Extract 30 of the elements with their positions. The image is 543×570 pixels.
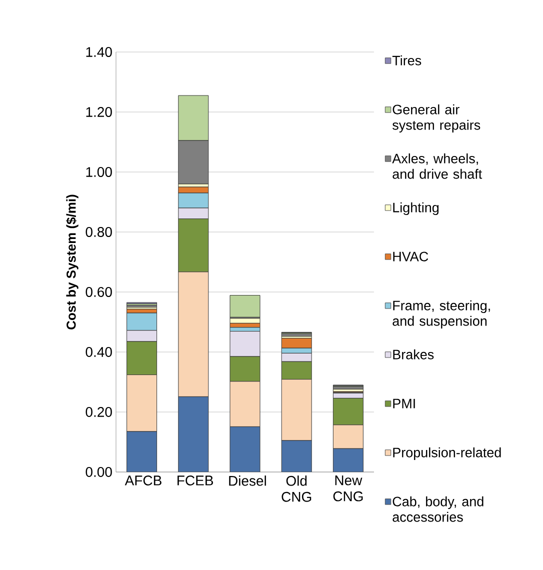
y-tick-label: 0.80 <box>86 227 112 237</box>
legend-label: PMI <box>393 398 415 408</box>
legend-label: Lighting <box>393 202 439 216</box>
x-tick-label: New CNG <box>333 476 363 502</box>
y-tick-label: 1.40 <box>86 47 112 57</box>
y-tick-label: 0.20 <box>86 407 112 417</box>
y-axis-title: Cost by System ($/mi) <box>66 194 78 330</box>
y-tick-label: 0.40 <box>86 347 112 357</box>
x-tick-label: Diesel <box>229 476 266 486</box>
bar <box>178 396 209 472</box>
legend-label: Axles, wheels, and drive shaft <box>392 153 482 179</box>
y-tick-label: 0.60 <box>86 287 112 297</box>
legend-label: HVAC <box>393 252 428 262</box>
x-tick-label: FCEB <box>178 476 214 486</box>
bar <box>332 386 364 390</box>
y-tick-label: 1.20 <box>86 107 112 117</box>
legend-label: Brakes <box>393 349 434 360</box>
y-tick-label: 0.00 <box>86 467 112 477</box>
bar <box>281 440 312 472</box>
legend-label: Frame, steering, and suspension <box>392 300 490 329</box>
bar <box>332 448 364 472</box>
y-tick-label: 1.00 <box>86 167 112 177</box>
x-tick-label: Old CNG <box>282 476 312 502</box>
x-tick-label: AFCB <box>124 476 162 486</box>
legend-label: Cab, body, and accessories <box>392 496 484 522</box>
legend-label: General air system repairs <box>392 104 480 133</box>
bar <box>230 426 260 472</box>
legend-label: Tires <box>392 55 422 66</box>
bar <box>126 431 158 472</box>
legend-label: Propulsion-related <box>393 447 501 460</box>
